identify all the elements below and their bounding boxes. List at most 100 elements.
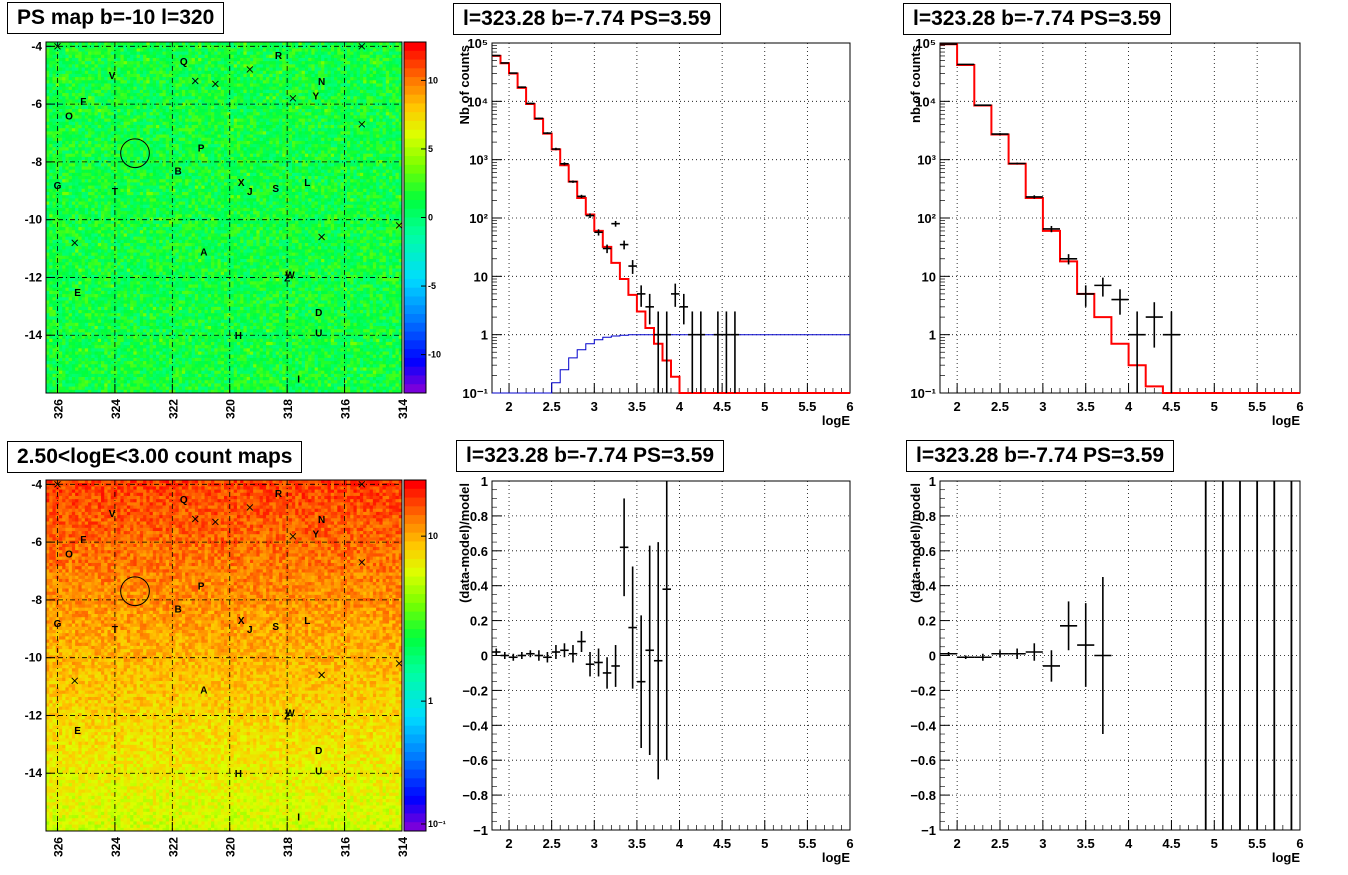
heatmap-cell (104, 118, 108, 123)
heatmap-cell (178, 64, 183, 68)
heatmap-cell (123, 147, 128, 151)
heatmap-cell (298, 121, 303, 126)
heatmap-cell (46, 70, 50, 75)
heatmap-cell (71, 48, 76, 52)
heatmap-cell (139, 118, 144, 123)
heatmap-cell (178, 115, 183, 119)
heatmap-cell (117, 124, 121, 129)
heatmap-cell (168, 166, 173, 171)
heatmap-cell (389, 99, 393, 104)
heatmap-cell (88, 185, 92, 190)
heatmap-cell (214, 112, 218, 116)
heatmap-cell (253, 137, 257, 142)
heatmap-cell (117, 105, 121, 110)
heatmap-cell (217, 153, 222, 158)
heatmap-cell (49, 147, 53, 151)
heatmap-cell (123, 77, 128, 81)
heatmap-cell (366, 134, 371, 139)
heatmap-cell (343, 128, 348, 132)
heatmap-cell (389, 140, 393, 145)
heatmap-cell (359, 182, 364, 186)
heatmap-cell (395, 83, 400, 88)
heatmap-cell (249, 153, 254, 158)
heatmap-cell (295, 67, 299, 72)
heatmap-cell (62, 124, 66, 129)
heatmap-cell (188, 182, 193, 186)
heatmap-cell (366, 67, 371, 72)
heatmap-cell (350, 153, 354, 158)
heatmap-cell (346, 182, 351, 186)
heatmap-cell (243, 89, 248, 94)
heatmap-cell (385, 70, 390, 75)
heatmap-cell (317, 156, 322, 161)
heatmap-cell (88, 109, 92, 113)
heatmap-cell (185, 144, 189, 148)
heatmap-cell (233, 64, 238, 68)
heatmap-cell (382, 48, 387, 52)
heatmap-cell (269, 99, 273, 104)
heatmap-cell (75, 67, 79, 72)
heatmap-cell (269, 102, 273, 107)
heatmap-cell (343, 150, 348, 155)
heatmap-cell (139, 144, 144, 148)
heatmap-cell (52, 80, 57, 84)
heatmap-cell (366, 166, 371, 171)
heatmap-cell (81, 99, 86, 104)
heatmap-cell (301, 121, 306, 126)
heatmap-cell (288, 64, 293, 68)
heatmap-cell (282, 51, 286, 56)
heatmap-cell (188, 134, 193, 139)
heatmap-cell (172, 54, 176, 59)
heatmap-cell (324, 176, 328, 180)
heatmap-cell (314, 156, 319, 161)
heatmap-cell (139, 64, 144, 68)
heatmap-cell (175, 166, 180, 171)
heatmap-cell (156, 48, 160, 52)
heatmap-cell (107, 153, 112, 158)
heatmap-cell (314, 124, 319, 129)
heatmap-cell (259, 115, 264, 119)
heatmap-cell (321, 163, 325, 167)
heatmap-cell (269, 179, 273, 183)
heatmap-cell (49, 99, 53, 104)
heatmap-cell (181, 115, 186, 119)
heatmap-cell (191, 112, 196, 116)
heatmap-cell (298, 131, 303, 135)
heatmap-cell (269, 51, 273, 56)
heatmap-cell (46, 45, 50, 49)
heatmap-cell (288, 156, 293, 161)
heatmap-cell (321, 93, 325, 97)
heatmap-cell (214, 134, 218, 139)
heatmap-cell (363, 105, 367, 110)
heatmap-cell (291, 172, 296, 177)
heatmap-cell (113, 77, 118, 81)
heatmap-cell (120, 45, 125, 49)
heatmap-cell (382, 144, 387, 148)
heatmap-cell (356, 80, 361, 84)
heatmap-cell (295, 54, 299, 59)
heatmap-cell (139, 156, 144, 161)
heatmap-cell (97, 166, 102, 171)
heatmap-cell (269, 54, 273, 59)
heatmap-cell (207, 61, 212, 65)
heatmap-cell (175, 172, 180, 177)
heatmap-cell (152, 54, 157, 59)
heatmap-cell (75, 42, 79, 46)
heatmap-cell (207, 67, 212, 72)
heatmap-cell (65, 182, 70, 186)
heatmap-cell (220, 70, 225, 75)
heatmap-cell (366, 109, 371, 113)
heatmap-cell (311, 57, 316, 62)
heatmap-cell (314, 160, 319, 164)
heatmap-cell (149, 160, 154, 164)
heatmap-cell (230, 96, 235, 100)
heatmap-cell (359, 99, 364, 104)
heatmap-cell (363, 96, 367, 100)
heatmap-cell (91, 134, 95, 139)
heatmap-cell (62, 51, 66, 56)
heatmap-cell (136, 83, 141, 88)
heatmap-cell (133, 121, 138, 126)
heatmap-cell (392, 121, 396, 126)
heatmap-cell (194, 77, 199, 81)
heatmap-cell (75, 147, 79, 151)
